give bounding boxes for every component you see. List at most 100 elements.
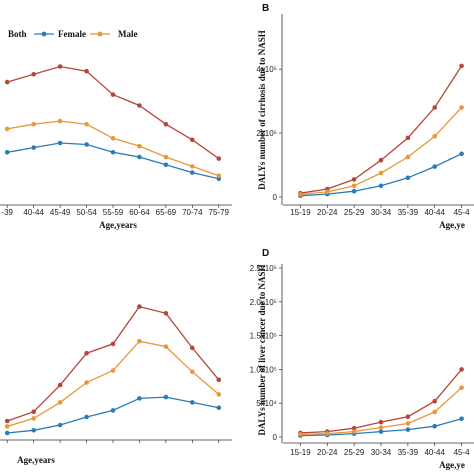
data-point-male <box>84 380 89 385</box>
legend-female: Female <box>58 29 86 39</box>
data-point-male <box>378 425 384 430</box>
data-point-both <box>351 177 357 182</box>
data-point-both <box>432 398 438 404</box>
data-point-male <box>137 338 142 344</box>
x-axis-title: Age,years <box>99 220 137 230</box>
data-point-both <box>137 103 142 108</box>
series-line-male <box>7 120 220 177</box>
data-point-both <box>110 92 116 97</box>
data-point-male <box>459 105 464 110</box>
data-point-male <box>298 432 303 437</box>
y-tick-label: 1.5x10⁵ <box>250 332 277 341</box>
x-tick-label: 15-19 <box>290 208 311 217</box>
y-tick-label: 2.5x10⁵ <box>250 264 277 273</box>
x-tick-label: 35-39 <box>398 448 419 457</box>
data-point-female <box>57 140 63 146</box>
series-line-female <box>7 142 219 180</box>
y-tick-label: 2.0x10⁵ <box>250 298 277 307</box>
data-point-male <box>137 143 142 149</box>
data-point-both <box>459 367 464 372</box>
data-point-female <box>190 170 195 175</box>
x-tick-label: 40-44 <box>424 448 445 457</box>
data-point-both <box>163 121 169 127</box>
x-tick-label: 20-24 <box>317 208 338 217</box>
data-point-female <box>137 396 142 401</box>
data-point-male <box>405 154 411 160</box>
data-point-female <box>137 154 142 160</box>
x-tick-label: 55-59 <box>103 208 124 217</box>
x-tick-label: 15-19 <box>290 448 311 457</box>
y-tick-label: 2x10⁵ <box>256 129 277 138</box>
x-tick-label: 50-54 <box>76 208 97 217</box>
data-point-male <box>325 431 330 436</box>
data-point-both <box>216 156 222 161</box>
series-line-both <box>6 305 220 422</box>
data-point-female <box>57 422 63 428</box>
legend: Both Female Male <box>8 29 138 39</box>
data-point-female <box>31 428 36 433</box>
data-point-male <box>84 121 89 127</box>
data-point-male <box>163 154 169 160</box>
y-tick-label: 1.0x10⁵ <box>250 365 277 374</box>
x-tick-label: 40-44 <box>424 208 445 217</box>
x-tick-label: -39 <box>1 208 13 217</box>
panel-label-b: B <box>262 3 269 14</box>
data-point-male <box>351 183 357 189</box>
data-point-female <box>110 408 116 413</box>
x-tick-label: 45-4 <box>454 448 471 457</box>
data-point-female <box>351 188 357 194</box>
data-point-both <box>459 63 464 69</box>
data-point-both <box>31 72 36 77</box>
data-point-both <box>351 425 357 431</box>
x-tick-label: 20-24 <box>317 448 338 457</box>
data-point-both <box>57 64 63 69</box>
panel-c: Age,years <box>0 304 232 465</box>
data-point-male <box>57 118 63 124</box>
x-axis-title: Age,ye <box>439 460 465 470</box>
data-point-both <box>4 418 10 424</box>
data-point-both <box>405 135 411 141</box>
panel-b: 15-19 20-24 25-29 30-34 35-39 40-44 45-4 0 2x10⁵… <box>256 14 474 230</box>
data-point-male <box>378 170 384 176</box>
data-point-female <box>84 142 89 147</box>
data-point-male <box>190 164 195 169</box>
data-point-both <box>57 382 63 388</box>
data-point-both <box>190 137 195 143</box>
x-tick-label: 30-34 <box>371 448 392 457</box>
data-point-female <box>459 151 464 157</box>
series-line-both <box>7 65 220 160</box>
x-axis-title: Age,years <box>17 455 55 465</box>
y-tick-label: 5x10⁴ <box>256 399 277 408</box>
data-point-female <box>4 150 10 155</box>
data-point-male <box>325 189 330 195</box>
data-point-female <box>378 183 384 189</box>
data-point-male <box>216 173 222 178</box>
data-point-female <box>459 416 464 422</box>
data-point-male <box>31 416 36 421</box>
series-line-male <box>7 340 220 428</box>
data-point-male <box>31 121 36 127</box>
data-point-both <box>110 341 116 347</box>
data-point-male <box>190 369 195 375</box>
y-tick-label: 4x10⁵ <box>256 65 277 74</box>
data-point-female <box>432 423 438 429</box>
data-point-both <box>405 414 411 420</box>
data-point-both <box>84 350 89 356</box>
legend-both: Both <box>8 29 27 39</box>
data-point-male <box>216 392 222 397</box>
data-point-male <box>351 429 357 434</box>
x-tick-label: 65-69 <box>156 208 177 217</box>
y-tick-label: 0 <box>273 433 278 442</box>
data-point-female <box>163 394 169 400</box>
data-point-male <box>110 136 116 141</box>
y-tick-label: 0 <box>273 193 278 202</box>
x-tick-label: 75-79 <box>209 208 230 217</box>
x-tick-label: 35-39 <box>398 208 419 217</box>
x-tick-label: 45-4 <box>454 208 471 217</box>
y-axis-title: DALYs number of liver cancer due to NASH <box>257 265 267 436</box>
legend-male-marker <box>97 31 103 37</box>
data-point-female <box>405 175 411 181</box>
data-point-male <box>298 192 303 197</box>
data-point-both <box>378 419 384 425</box>
legend-female-marker <box>41 31 47 37</box>
